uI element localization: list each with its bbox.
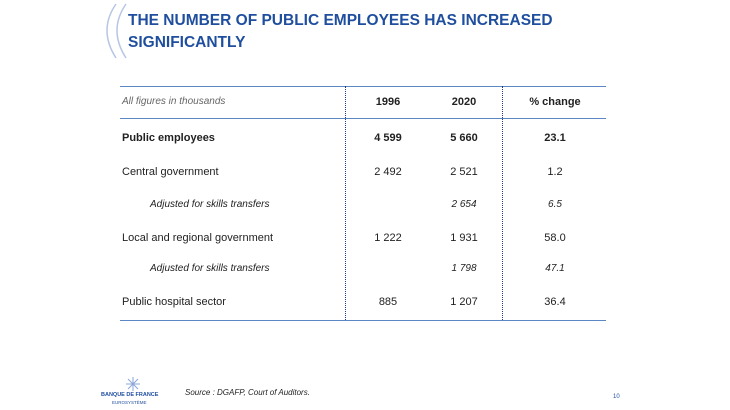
header-cell: 2020	[451, 96, 477, 108]
cell: 885	[378, 296, 398, 308]
row-label: Public hospital sector	[122, 296, 226, 308]
row-label: Local and regional government	[122, 232, 274, 244]
cell: 1 207	[450, 296, 478, 308]
header-cell: All figures in thousands	[122, 96, 226, 107]
row-label: Adjusted for skills transfers	[150, 263, 270, 274]
row-label: Adjusted for skills transfers	[150, 199, 270, 210]
logo-mark	[126, 377, 140, 391]
column-divider	[502, 86, 503, 320]
cell: 6.5	[548, 199, 562, 210]
source-note: Source : DGAFP, Court of Auditors.	[185, 388, 310, 397]
cell: 4 599	[374, 132, 402, 144]
logo-sub: EUROSYSTÈME	[112, 400, 147, 405]
row-label: Public employees	[122, 132, 215, 144]
cell: 1 222	[374, 232, 402, 244]
cell: 5 660	[450, 132, 478, 144]
cell: 2 492	[374, 166, 402, 178]
table-rule	[120, 86, 606, 87]
header-cell: 1996	[375, 96, 401, 108]
title: THE NUMBER OF PUBLIC EMPLOYEES HAS INCRE…	[128, 12, 553, 51]
cell: 1.2	[547, 166, 563, 178]
cell: 1 931	[450, 232, 478, 244]
logo-name: BANQUE DE FRANCE	[101, 392, 159, 398]
table-rule	[120, 118, 606, 119]
cell: 2 654	[451, 199, 477, 210]
bracket-decoration	[106, 3, 127, 59]
cell: 2 521	[450, 166, 478, 178]
cell: 58.0	[544, 232, 566, 244]
table-rule	[120, 320, 606, 321]
cell: 1 798	[451, 263, 477, 274]
header-cell: % change	[529, 96, 581, 108]
cell: 23.1	[544, 132, 566, 144]
row-label: Central government	[122, 166, 219, 178]
cell: 36.4	[544, 296, 566, 308]
column-divider	[345, 86, 346, 320]
page-number: 10	[613, 394, 620, 400]
cell: 47.1	[545, 263, 565, 274]
